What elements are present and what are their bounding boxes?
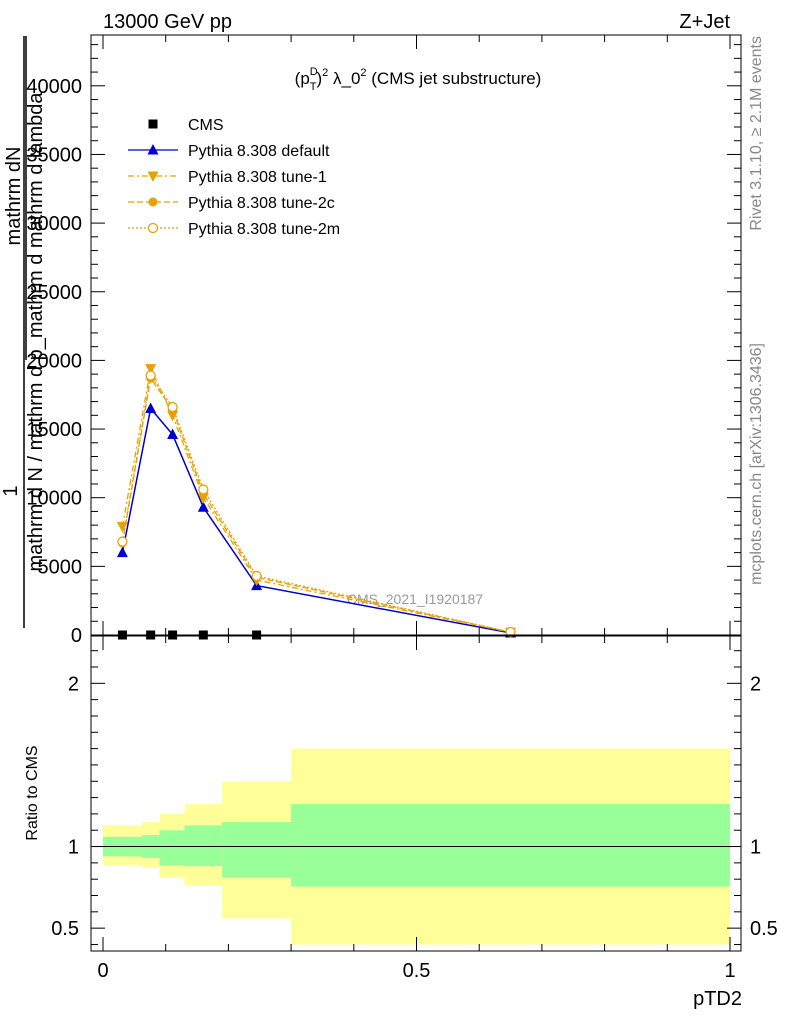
- ratio-y-tick-label: 2: [68, 673, 79, 695]
- legend-marker: [148, 119, 158, 129]
- y-tick-label: 15000: [26, 419, 82, 441]
- title-lambda: λ_0: [328, 69, 360, 88]
- title-sub-t: T: [310, 81, 317, 93]
- y-tick-label: 25000: [26, 282, 82, 304]
- legend-entry: Pythia 8.308 tune-2m: [128, 221, 340, 238]
- data-point: [198, 484, 209, 495]
- legend-marker: [147, 144, 159, 155]
- data-point: [116, 546, 128, 558]
- process-label: Z+Jet: [679, 11, 730, 33]
- uncertainty-bin: [222, 822, 292, 878]
- x-tick-label: 1: [724, 960, 735, 982]
- title-sup-2a: 2: [322, 67, 328, 79]
- series-line: [121, 366, 511, 633]
- x-tick-label: 0: [97, 960, 108, 982]
- y-tick-label: 10000: [26, 488, 82, 510]
- y-tick-label: 40000: [26, 76, 82, 98]
- main-title: (pD T)2 λ_02 (CMS jet substructure): [295, 66, 542, 93]
- band-statistical-uncertainty: [103, 804, 730, 887]
- y-label-denominator: mathrm d N / mathrm d p_mathrm d mathrm …: [25, 92, 47, 572]
- y-tick-label: 0: [71, 625, 82, 647]
- series-line: [121, 373, 511, 633]
- data-point: [197, 501, 209, 512]
- y-tick-label: 20000: [26, 350, 82, 372]
- title-sup-d: D: [310, 66, 318, 78]
- ratio-y-axis-label: Ratio to CMS: [24, 745, 41, 840]
- legend-entry: CMS: [148, 117, 224, 134]
- legend-label: Pythia 8.308 default: [188, 143, 330, 160]
- mcplots-label: mcplots.cern.ch [arXiv:1306.3436]: [748, 343, 765, 585]
- uncertainty-bin: [159, 830, 185, 866]
- y-label-numerator: mathrm dN: [3, 147, 25, 246]
- legend-label: Pythia 8.308 tune-1: [188, 169, 327, 186]
- data-point: [167, 401, 178, 413]
- ratio-panel: 0.5 0.5 1 1 2 2 0 0.5 1: [51, 635, 778, 982]
- legend-marker: [147, 222, 159, 234]
- main-panel: CMS_2021_I1920187 0 5000 10000 15000 20000 25…: [26, 34, 742, 647]
- main-y-axis-label: 1 mathrm dN mathrm d N / mathrm d p_math…: [0, 36, 47, 628]
- ratio-plot-frame: [90, 635, 742, 952]
- x-tick-label: 0.5: [403, 960, 431, 982]
- legend-marker: [148, 197, 158, 207]
- y-label-one: 1: [0, 485, 22, 496]
- legend-label: Pythia 8.308 tune-2m: [188, 221, 340, 238]
- title-sup-2b: 2: [360, 67, 366, 79]
- data-point: [167, 428, 179, 440]
- legend-entry: Pythia 8.308 tune-2c: [128, 195, 335, 212]
- ratio-y-tick-label: 0.5: [51, 918, 79, 940]
- uncertainty-bin: [291, 804, 730, 887]
- x-axis-label: pTD2: [693, 988, 742, 1010]
- series-pythia-8-308-tune-2m: [117, 370, 516, 638]
- ratio-y-tick-label-right: 1: [750, 837, 761, 859]
- rivet-label: Rivet 3.1.10, ≥ 2.1M events: [748, 36, 765, 231]
- data-point: [251, 570, 262, 582]
- y-tick-label: 30000: [26, 213, 82, 235]
- main-plot-frame: [90, 34, 742, 636]
- y-tick-label: 35000: [26, 144, 82, 166]
- ratio-y-tick-label-right: 2: [750, 673, 761, 695]
- legend-label: CMS: [188, 117, 224, 134]
- ratio-y-tick-label: 1: [68, 837, 79, 859]
- legend-entry: Pythia 8.308 default: [128, 143, 330, 160]
- data-point: [145, 364, 157, 375]
- analysis-watermark: CMS_2021_I1920187: [347, 591, 483, 607]
- data-point: [145, 402, 157, 413]
- title-close: ): [316, 69, 322, 88]
- ratio-y-tick-label-right: 0.5: [750, 918, 778, 940]
- y-tick-label: 5000: [38, 556, 83, 578]
- energy-label: 13000 GeV pp: [103, 11, 232, 33]
- data-point: [145, 370, 156, 381]
- title-rest: (CMS jet substructure): [367, 69, 542, 88]
- legend-label: Pythia 8.308 tune-2c: [188, 195, 335, 212]
- series-line: [121, 406, 511, 634]
- legend-marker: [147, 171, 159, 182]
- uncertainty-bin: [184, 825, 223, 867]
- title-p: (p: [295, 69, 310, 88]
- legend-entry: Pythia 8.308 tune-1: [128, 169, 327, 186]
- data-point: [117, 536, 128, 547]
